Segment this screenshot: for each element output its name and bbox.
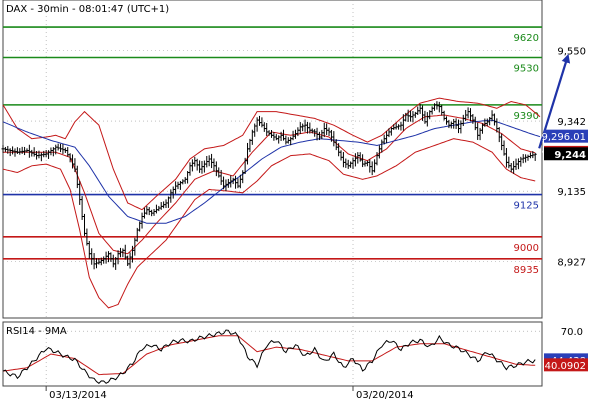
rsi-badge-value: 40.0902	[545, 361, 586, 372]
y-tick-label: 9,550	[557, 47, 586, 58]
bollinger-upper-line	[2, 97, 541, 211]
main-plot-frame	[2, 0, 543, 319]
price-bars	[1, 101, 537, 270]
rsi-plot-frame	[2, 321, 543, 387]
level-label: 8935	[514, 265, 539, 276]
bollinger-lower-line	[2, 138, 536, 309]
rsi-badge-bg	[544, 358, 588, 372]
x-tick-label: 03/20/2014	[356, 390, 414, 400]
rsi-line	[2, 329, 536, 384]
level-label: 9620	[514, 33, 539, 44]
price-badge: 9,296.01	[541, 129, 588, 143]
ma-blue-line	[2, 119, 541, 224]
y-tick-label: 8,927	[557, 258, 586, 269]
level-label: 9000	[514, 243, 539, 254]
rsi-tick-label: 70.0	[561, 327, 583, 338]
projection-arrow	[538, 53, 571, 149]
y-tick-label: 9,135	[557, 187, 586, 198]
price-badge-bg	[544, 147, 588, 161]
price-badge-value: 9,244	[554, 150, 586, 161]
chart-title: DAX - 30min - 08:01:47 (UTC+1)	[6, 4, 169, 15]
rsi-ma-line	[2, 335, 536, 376]
level-label: 9390	[514, 111, 539, 122]
y-tick-label: 9,342	[557, 117, 586, 128]
price-badge-value: 9,296.01	[541, 132, 586, 143]
price-badge: 9,244	[544, 147, 588, 161]
rsi-badge: 40.0902	[544, 358, 588, 372]
x-tick-label: 03/13/2014	[49, 390, 107, 400]
level-label: 9530	[514, 64, 539, 75]
rsi-title: RSI14 - 9MA	[6, 326, 67, 337]
price-badge-bg	[544, 129, 588, 143]
level-label: 9125	[514, 201, 539, 212]
